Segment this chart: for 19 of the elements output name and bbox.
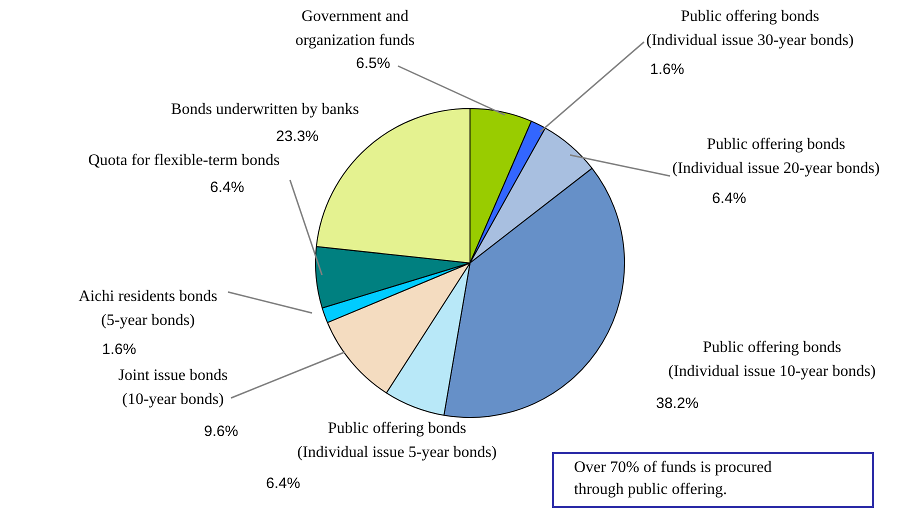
data-label: 6.4% bbox=[712, 190, 746, 208]
data-label: 6.5% bbox=[356, 55, 390, 72]
data-label: 38.2% bbox=[656, 395, 699, 412]
slice-label: Public offering bonds (Individual issue 5-year bonds) bbox=[297, 420, 497, 462]
slice-label: Joint issue bonds (10-year bonds) bbox=[118, 367, 228, 408]
data-label: 6.4% bbox=[266, 475, 300, 492]
slice-label: Aichi residents bonds (5-year bonds) bbox=[78, 288, 218, 330]
data-label: 9.6% bbox=[204, 423, 238, 440]
slice-label: Public offering bonds (Individual issue 20-year bonds) bbox=[672, 136, 880, 178]
slice-label: Government and organization funds bbox=[295, 8, 415, 50]
slice-label: Public offering bonds (Individual issue 30-year bonds) bbox=[646, 8, 854, 50]
data-label: 6.4% bbox=[210, 179, 244, 196]
data-label: 23.3% bbox=[276, 128, 319, 146]
slice-label: Quota for flexible-term bonds bbox=[88, 152, 280, 170]
data-label: 1.6% bbox=[102, 341, 136, 358]
slice-label: Public offering bonds (Individual issue 10-year bonds) bbox=[668, 339, 876, 380]
data-label: 1.6% bbox=[650, 61, 684, 78]
text: Over 70% of funds is procured through public offering. bbox=[552, 452, 874, 508]
slice-label: Bonds underwritten by banks bbox=[171, 101, 359, 118]
